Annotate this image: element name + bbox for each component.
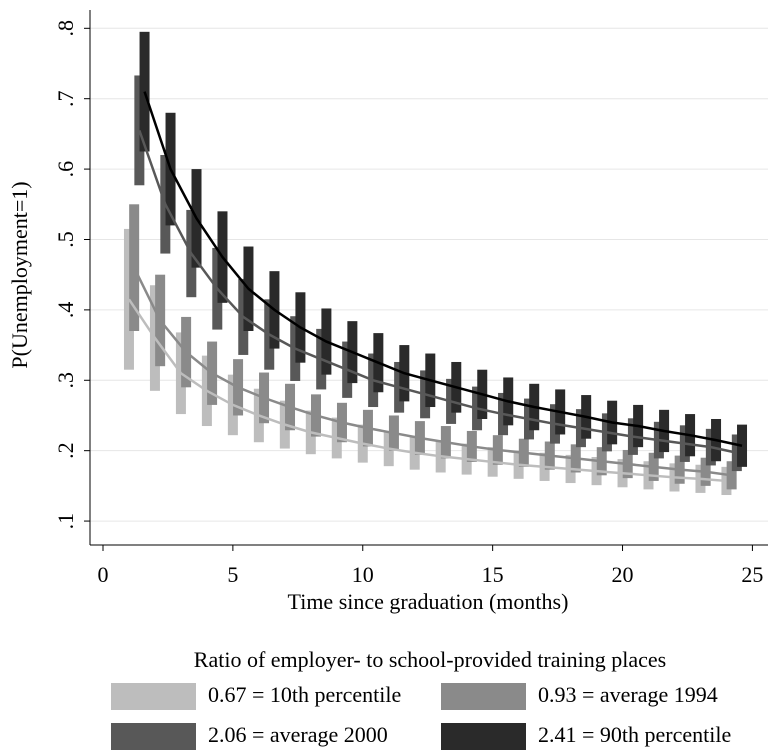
line bbox=[138, 129, 738, 455]
y-tick-label: .3 bbox=[53, 372, 78, 389]
legend-title: Ratio of employer- to school-provided tr… bbox=[194, 647, 666, 672]
legend-swatch bbox=[441, 683, 526, 710]
y-tick-label: .2 bbox=[53, 442, 78, 459]
legend-label: 0.93 = average 1994 bbox=[538, 682, 718, 707]
legend-swatch bbox=[111, 723, 196, 750]
x-tick-label: 20 bbox=[612, 562, 634, 587]
legend-label: 0.67 = 10th percentile bbox=[208, 682, 401, 707]
line bbox=[133, 267, 732, 477]
legend-swatch bbox=[441, 723, 526, 750]
y-tick-label: .7 bbox=[53, 90, 78, 107]
y-tick-label: .8 bbox=[53, 20, 78, 37]
x-tick-label: 10 bbox=[352, 562, 374, 587]
x-tick-label: 5 bbox=[227, 562, 238, 587]
legend-label: 2.41 = 90th percentile bbox=[538, 722, 731, 747]
x-tick-label: 25 bbox=[741, 562, 763, 587]
x-axis-label: Time since graduation (months) bbox=[288, 589, 569, 614]
y-tick-label: .6 bbox=[53, 161, 78, 178]
y-tick-label: .5 bbox=[53, 231, 78, 248]
line bbox=[143, 91, 743, 447]
y-axis-label: P(Unemployment=1) bbox=[7, 181, 32, 368]
legend-label: 2.06 = average 2000 bbox=[208, 722, 388, 747]
x-tick-label: 15 bbox=[482, 562, 504, 587]
line bbox=[127, 298, 727, 483]
y-tick-label: .1 bbox=[53, 513, 78, 530]
y-tick-label: .4 bbox=[53, 302, 78, 319]
legend-swatch bbox=[111, 683, 196, 710]
x-tick-label: 0 bbox=[97, 562, 108, 587]
